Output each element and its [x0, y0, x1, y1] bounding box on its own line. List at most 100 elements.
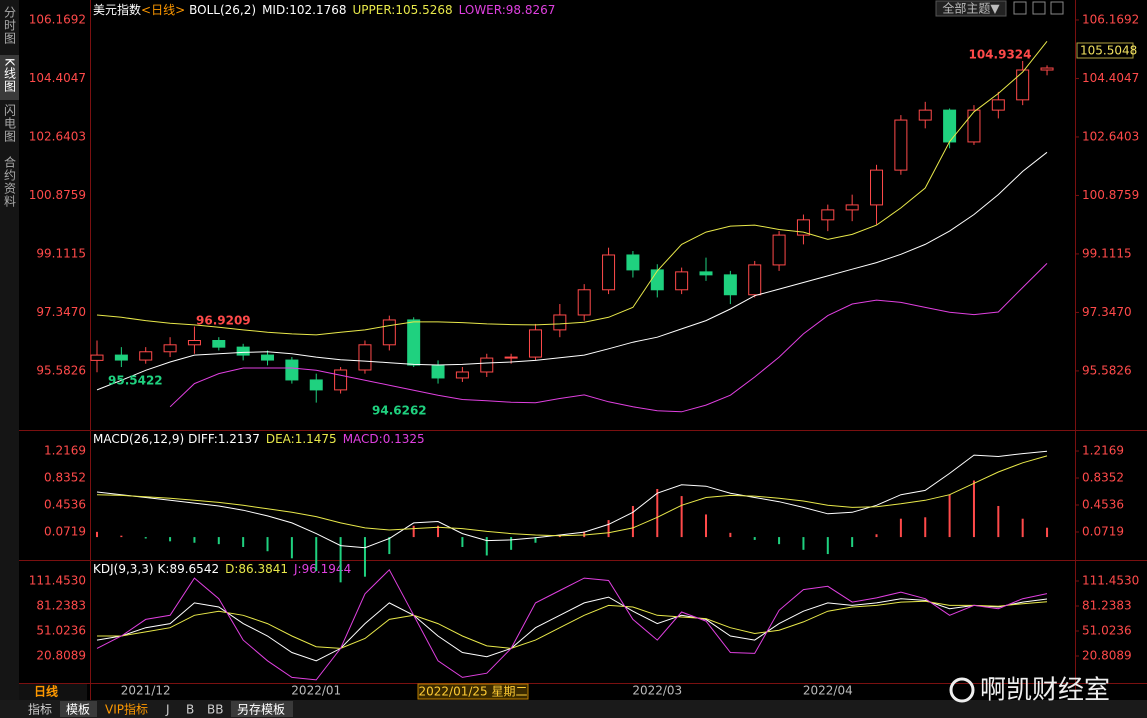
- macd-bar: [778, 537, 781, 545]
- tab[interactable]: 指标: [28, 702, 52, 717]
- y-tick-label-right: 102.6403: [1082, 129, 1139, 143]
- tab-bar: [0, 700, 1147, 718]
- y-tick-label-right: 0.0719: [1082, 525, 1124, 539]
- macd-bar: [388, 537, 391, 555]
- candle-body: [845, 204, 859, 211]
- sidebar-tab[interactable]: 合约资料: [3, 155, 17, 208]
- macd-bar: [169, 537, 172, 542]
- candle-body: [212, 339, 226, 348]
- indicator: BOLL(26,2): [189, 3, 256, 17]
- candle-body: [602, 254, 616, 291]
- legend-entry: MID:102.1768: [262, 3, 346, 17]
- candle-body: [236, 346, 250, 356]
- tab[interactable]: 模板: [66, 703, 90, 717]
- cursor-date: 2022/01/25 星期二: [419, 685, 528, 699]
- y-tick-label-left: 100.8759: [29, 188, 86, 202]
- y-tick-label-left: 111.4530: [29, 573, 86, 587]
- annotation: 96.9209: [196, 314, 251, 328]
- x-tick-label: 2021/12: [121, 684, 171, 698]
- macd-bar: [1046, 527, 1049, 538]
- y-tick-label-right: 51.0236: [1082, 624, 1132, 638]
- candle-body: [285, 359, 299, 381]
- y-tick-label-left: 102.6403: [29, 129, 86, 143]
- price-header: 美元指数<日线> BOLL(26,2) MID:102.1768 UPPER:105.…: [93, 2, 555, 17]
- y-tick-label-right: 0.4536: [1082, 498, 1124, 512]
- candle-body: [163, 344, 177, 353]
- macd-bar: [583, 531, 586, 538]
- candle-body: [723, 274, 737, 296]
- legend-entry: K:89.6542: [158, 562, 220, 576]
- macd-bar: [339, 537, 342, 583]
- annotation: 95.5422: [108, 374, 163, 388]
- macd-bar: [144, 537, 147, 539]
- y-tick-label-right: 106.1692: [1082, 12, 1139, 26]
- tab[interactable]: VIP指标: [105, 702, 148, 717]
- candle-body: [334, 369, 348, 391]
- macd-bar: [96, 531, 98, 538]
- legend-entry: DIFF:1.2137: [188, 432, 260, 446]
- title: MACD(26,12,9): [93, 432, 184, 446]
- macd-bar: [631, 505, 634, 538]
- candle-body: [1040, 67, 1054, 71]
- icon[interactable]: [1013, 1, 1027, 15]
- candle-body: [553, 314, 567, 331]
- legend-entry: DEA:1.1475: [266, 432, 337, 446]
- x-tick-label: 2022/03: [632, 684, 682, 698]
- macd-bar: [802, 537, 805, 550]
- y-tick-label-left: 20.8089: [36, 649, 86, 663]
- candle-body: [870, 169, 884, 206]
- theme-button[interactable]: [935, 0, 1007, 17]
- candle-body: [1016, 69, 1030, 101]
- icon[interactable]: [1032, 1, 1046, 15]
- icon[interactable]: [1050, 1, 1064, 15]
- candle-body: [139, 351, 153, 361]
- indicator-line: [96, 455, 1048, 537]
- candle-body: [528, 329, 542, 358]
- y-tick-label-left: 0.4536: [44, 498, 86, 512]
- tab[interactable]: 另存模板: [237, 703, 285, 717]
- frame: [19, 0, 1147, 700]
- y-tick-label-right: 20.8089: [1082, 649, 1132, 663]
- tab[interactable]: B: [186, 703, 194, 717]
- candle-body: [772, 234, 786, 266]
- macd-bar: [924, 517, 927, 538]
- period-label[interactable]: 日线: [34, 684, 58, 699]
- title: 美元指数: [93, 2, 141, 17]
- macd-bar: [753, 537, 756, 540]
- theme-button-label[interactable]: 全部主题▼: [942, 1, 1000, 16]
- watermark: 啊凯财经室: [980, 676, 1110, 706]
- macd-bar: [242, 537, 245, 547]
- y-tick-label-left: 106.1692: [29, 12, 86, 26]
- tab[interactable]: J: [165, 703, 170, 717]
- sidebar-tab[interactable]: 闪电图: [3, 104, 17, 143]
- candle-body: [796, 219, 810, 236]
- sidebar-selected: [0, 55, 19, 100]
- watermark-logo: [949, 677, 975, 703]
- candle-body: [504, 356, 518, 359]
- period: <日线>: [141, 3, 185, 17]
- macd-bar: [534, 537, 537, 543]
- tab[interactable]: BB: [207, 703, 223, 717]
- candle-body: [626, 254, 640, 271]
- sidebar-tab[interactable]: 分时图: [3, 6, 17, 45]
- macd-bar: [875, 534, 878, 538]
- macd-bar: [680, 496, 683, 538]
- macd-bar: [607, 520, 610, 538]
- indicator-line: [96, 568, 1048, 681]
- candle-body: [90, 354, 104, 361]
- tab-selected: [231, 701, 293, 717]
- candle-body: [967, 109, 981, 143]
- candle-body: [382, 319, 396, 346]
- macd-bar: [437, 525, 440, 538]
- candle-body: [114, 354, 128, 361]
- y-tick-label-right: 100.8759: [1082, 188, 1139, 202]
- macd-bar: [1021, 518, 1024, 538]
- candle-body: [431, 364, 445, 379]
- y-tick-label-right: 104.4047: [1082, 71, 1139, 85]
- candle-body: [261, 354, 275, 361]
- sidebar-tab[interactable]: K线图: [3, 58, 17, 93]
- y-tick-label-right: 81.2383: [1082, 598, 1132, 612]
- title: KDJ(9,3,3): [93, 562, 154, 576]
- candle-body: [991, 99, 1005, 111]
